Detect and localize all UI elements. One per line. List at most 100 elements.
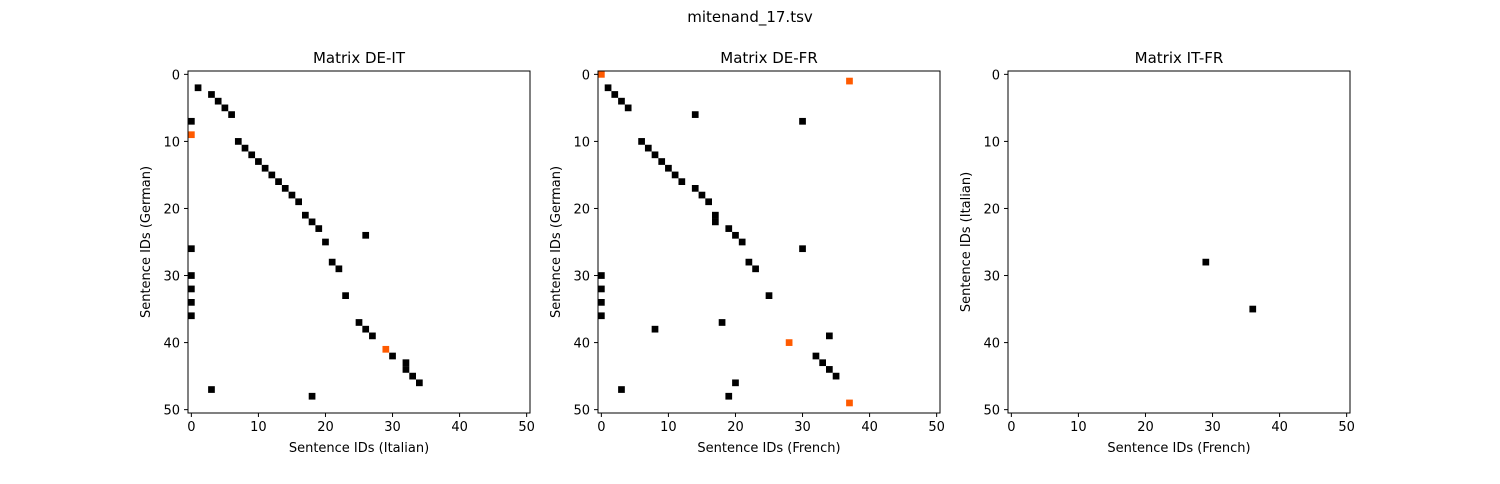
match-cell: [208, 386, 215, 393]
x-tick-label: 40: [451, 420, 468, 435]
axes-frame: [187, 70, 531, 414]
matrix-panel-2: 0 10 20 30 40 50 0 10 20 30 40 50 Matrix DE-FR Senten…: [549, 49, 945, 456]
y-axis-label: Sentence IDs (German): [139, 166, 154, 318]
match-cell: [308, 392, 316, 400]
match-cell: [678, 178, 686, 185]
match-cell: [725, 392, 733, 400]
match-cell: [718, 319, 726, 326]
x-tick-label: 40: [1271, 420, 1288, 435]
match-cell: [826, 366, 833, 373]
y-tick-label: 50: [573, 404, 590, 419]
y-axis-label: Sentence IDs (German): [549, 166, 564, 318]
y-tick-label: 20: [573, 202, 590, 217]
figure-title: mitenand_17.tsv: [687, 8, 813, 27]
panel-title: Matrix DE-FR: [720, 49, 818, 67]
match-cell: [644, 144, 652, 152]
matrix-panel-3: 0 10 20 30 40 50 0 10 20 30 40 50 Matrix IT-FR Senten…: [959, 49, 1355, 456]
match-cell: [315, 225, 323, 232]
match-cell: [288, 191, 296, 199]
match-cell: [611, 91, 619, 98]
match-cell: [832, 372, 840, 380]
match-cell: [732, 231, 739, 239]
match-cell: [308, 218, 316, 226]
match-cell: [1249, 305, 1257, 313]
match-cell: [268, 171, 276, 179]
match-cell: [221, 104, 229, 112]
x-tick-label: 0: [597, 420, 605, 435]
match-cell: [188, 245, 195, 253]
match-cell: [712, 211, 719, 219]
match-cell: [732, 379, 739, 387]
x-tick-label: 20: [1137, 420, 1154, 435]
y-tick-label: 30: [163, 270, 180, 285]
x-tick-label: 20: [317, 420, 334, 435]
match-cell: [738, 238, 746, 246]
match-cell: [248, 151, 256, 159]
match-cell: [234, 138, 242, 145]
x-tick-label: 40: [861, 420, 878, 435]
x-tick-label: 50: [928, 420, 945, 435]
match-cell: [275, 178, 282, 185]
match-cell: [402, 359, 410, 367]
match-cell: [362, 231, 370, 239]
match-cell: [819, 359, 826, 367]
axes-frame: [1007, 70, 1351, 414]
match-cell: [362, 325, 370, 333]
match-cell: [698, 191, 706, 199]
match-cell: [255, 158, 262, 165]
match-cell: [725, 225, 733, 232]
x-tick-label: 10: [660, 420, 677, 435]
y-tick-label: 40: [983, 337, 1000, 352]
x-axis-label: Sentence IDs (French): [1107, 441, 1250, 456]
match-cell: [812, 352, 820, 360]
x-tick-label: 0: [1007, 420, 1015, 435]
match-cell: [638, 138, 645, 145]
match-cell: [799, 245, 806, 253]
match-cell: [188, 272, 195, 279]
match-cell: [665, 164, 672, 172]
y-tick-label: 40: [573, 337, 590, 352]
match-cell: [598, 299, 605, 306]
highlight-cell: [846, 77, 853, 85]
match-cell: [691, 185, 699, 192]
match-cell: [402, 366, 410, 373]
match-cell: [295, 198, 302, 206]
match-cell: [241, 144, 249, 152]
match-cell: [281, 185, 289, 192]
x-tick-label: 30: [794, 420, 811, 435]
match-cell: [208, 91, 215, 98]
match-cell: [214, 97, 222, 105]
match-cell: [826, 332, 833, 340]
match-cell: [322, 238, 329, 246]
y-tick-label: 10: [983, 135, 1000, 150]
match-cell: [618, 386, 625, 393]
y-tick-label: 0: [172, 68, 180, 83]
x-tick-label: 30: [1204, 420, 1221, 435]
highlight-cell: [785, 339, 793, 346]
y-tick-label: 50: [983, 404, 1000, 419]
match-cell: [691, 111, 699, 118]
match-cell: [624, 104, 632, 112]
y-tick-label: 0: [992, 68, 1000, 83]
match-cell: [328, 258, 336, 266]
match-cell: [598, 312, 605, 320]
highlight-cell: [188, 131, 195, 139]
match-cell: [416, 379, 423, 387]
match-cell: [765, 292, 773, 299]
match-cell: [752, 265, 759, 273]
match-cell: [658, 158, 666, 165]
match-cell: [302, 211, 309, 219]
x-axis-label: Sentence IDs (Italian): [289, 441, 429, 456]
match-cell: [618, 97, 625, 105]
match-cell: [342, 292, 349, 299]
match-cell: [651, 151, 659, 159]
match-cell: [188, 312, 195, 320]
match-cell: [355, 319, 363, 326]
y-tick-label: 50: [163, 404, 180, 419]
y-tick-label: 20: [163, 202, 180, 217]
match-cell: [389, 352, 396, 360]
match-cell: [409, 372, 416, 380]
match-cell: [671, 171, 679, 179]
x-tick-label: 0: [187, 420, 195, 435]
